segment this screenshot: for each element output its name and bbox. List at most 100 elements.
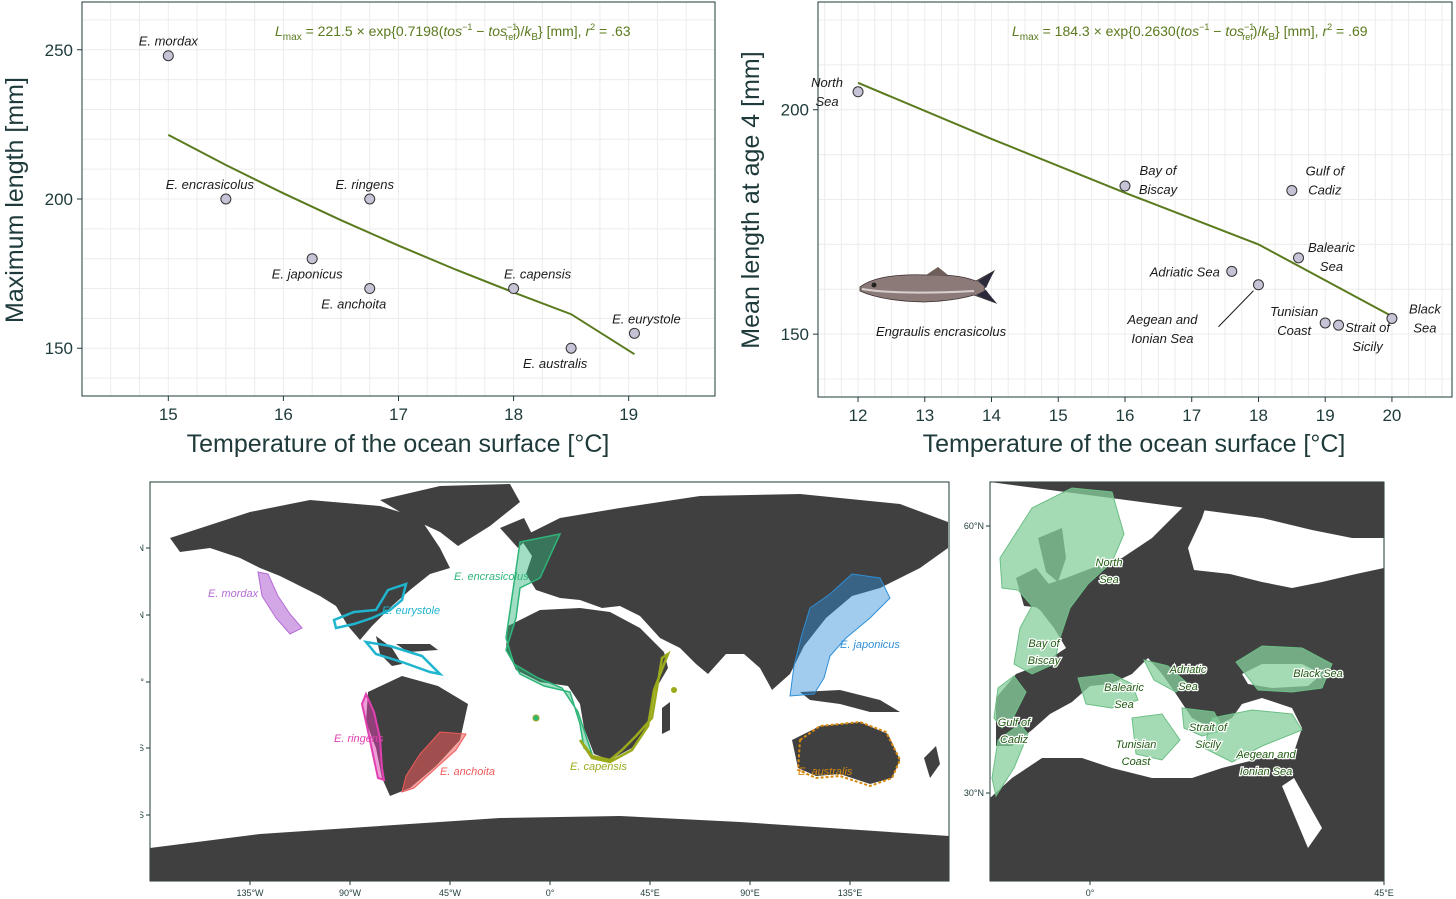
y-tick-label: 150 <box>781 325 809 344</box>
x-tick-label: 13 <box>915 406 934 425</box>
data-point-label: Black Sea <box>1409 301 1442 335</box>
x-tick-label: 12 <box>849 406 868 425</box>
label-ringens: E. ringens <box>334 733 384 745</box>
grid <box>818 2 1452 397</box>
lon-tick-label: 90°E <box>740 888 760 898</box>
lon-tick-label: 90°W <box>339 888 362 898</box>
x-tick-label: 20 <box>1382 406 1401 425</box>
x-tick-label: 19 <box>1316 406 1335 425</box>
map-axis-ticks: 60°N 30°N 0° 45°E <box>964 521 1394 898</box>
data-point <box>220 193 232 205</box>
fish-caption: Engraulis encrasicolus <box>876 324 1007 339</box>
y-axis-title: Maximum length [mm] <box>1 77 29 323</box>
plot-frame <box>817 1 1453 398</box>
label-strait-of-sicily: Strait of Sicily <box>1189 722 1228 751</box>
lat-tick-label: 30°N <box>140 610 144 620</box>
label-north-sea: North Sea <box>1096 557 1123 586</box>
label-japonicus: E. japonicus <box>840 639 900 651</box>
data-point <box>508 283 520 295</box>
label-capensis: E. capensis <box>570 761 627 773</box>
data-point-label: North Sea <box>811 75 843 109</box>
x-tick-label: 15 <box>1049 406 1068 425</box>
lat-tick-label: 60°S <box>140 810 144 820</box>
data-point <box>1226 265 1238 277</box>
label-gulf-of-cadiz: Gulf of Cadiz <box>998 717 1031 746</box>
label-balearic-sea: Balearic Sea <box>1104 682 1144 711</box>
x-tick-label: 17 <box>1182 406 1201 425</box>
range-encrasicolus <box>505 532 594 757</box>
label-eurystole: E. eurystole <box>382 605 440 617</box>
anchovy-fish-illustration <box>859 267 998 304</box>
data-point-label: E. encrasicolus <box>166 177 255 192</box>
range-capensis <box>578 650 671 764</box>
data-point <box>1286 185 1298 197</box>
anchovy-regions <box>991 487 1333 798</box>
data-point <box>364 283 376 295</box>
formula: Lmax = 221.5 × exp{0.7198(tos−1 − tos−1 r… <box>275 22 631 43</box>
lat-tick-label: 0° <box>140 677 144 687</box>
data-point-label: E. japonicus <box>272 267 343 282</box>
label-mordax: E. mordax <box>208 588 259 600</box>
data-point-label: Strait of Sicily <box>1345 320 1391 354</box>
fit-line <box>857 81 1393 318</box>
x-tick-label: 17 <box>389 405 408 424</box>
lon-tick-label: 135°E <box>838 888 863 898</box>
x-tick-label: 19 <box>619 405 638 424</box>
data-point <box>306 253 318 265</box>
map-axis-ticks: 60°N 30°N 0° 30°S 60°S 135°W 90°W 45°W 0° 45°E 90°… <box>140 543 862 898</box>
lat-tick-label: 30°S <box>140 743 144 753</box>
lon-tick-label: 45°E <box>1374 888 1394 898</box>
fit-line <box>167 133 635 356</box>
label-bay-of-biscay: Bay of Biscay <box>1028 638 1062 667</box>
data-point <box>565 342 577 354</box>
data-point-label: Gulf of Cadiz <box>1306 164 1346 198</box>
data-points: North Sea Bay of Biscay Gulf of Cadiz Balearic… <box>811 75 1442 354</box>
x-axis-title: Temperature of the ocean surface [°C] <box>923 430 1346 458</box>
lat-tick-label: 60°N <box>964 521 984 531</box>
x-tick-label: 18 <box>504 405 523 424</box>
data-point <box>852 86 864 98</box>
data-point-label: E. capensis <box>504 267 572 282</box>
range-mordax <box>257 571 303 635</box>
age4-length-chart: 12 13 14 15 16 17 18 19 20 150 200 Engraulis encra… <box>737 1 1453 458</box>
data-point <box>628 327 640 339</box>
x-tick-label: 14 <box>982 406 1001 425</box>
range-eurystole <box>332 582 444 677</box>
y-tick-label: 250 <box>45 41 73 60</box>
lon-tick-label: 45°W <box>439 888 462 898</box>
max-length-chart: 15 16 17 18 19 150 200 250 E. mordax E. encrasic… <box>1 1 716 458</box>
axis-ticks: 12 13 14 15 16 17 18 19 20 150 200 <box>781 101 1402 425</box>
lon-tick-label: 45°E <box>640 888 660 898</box>
species-ranges <box>257 532 902 793</box>
y-axis-title: Mean length at age 4 [mm] <box>737 51 765 348</box>
lon-tick-label: 0° <box>546 888 555 898</box>
label-anchoita: E. anchoita <box>440 766 495 778</box>
grid <box>81 2 716 396</box>
data-point-label: E. mordax <box>139 34 199 49</box>
data-point-label: E. eurystole <box>612 311 681 326</box>
label-tunisian-coast: Tunisian Coast <box>1116 739 1157 768</box>
data-point-label: Bay of Biscay <box>1139 163 1179 197</box>
world-map: 60°N 30°N 0° 30°S 60°S 135°W 90°W 45°W 0° 45°E 90°… <box>140 481 950 898</box>
formula: Lmax = 184.3 × exp{0.2630(tos−1 − tos−1 r… <box>1012 22 1368 43</box>
range-capensis-islet-1 <box>532 714 540 722</box>
range-australis <box>796 720 902 788</box>
x-axis-title: Temperature of the ocean surface [°C] <box>187 430 610 458</box>
y-tick-label: 200 <box>781 101 809 120</box>
data-point <box>1252 279 1264 291</box>
data-point-label: Aegean and Ionian Sea <box>1126 312 1198 346</box>
label-black-sea: Black Sea <box>1293 668 1343 680</box>
data-point <box>162 50 174 62</box>
europe-map: 60°N 30°N 0° 45°E North Sea Bay of Biscay Gul… <box>964 481 1394 898</box>
x-tick-label: 18 <box>1249 406 1268 425</box>
data-point <box>1333 319 1345 331</box>
label-adriatic-sea: Adriatic Sea <box>1169 664 1207 693</box>
x-tick-label: 15 <box>159 405 178 424</box>
range-ringens <box>360 691 386 782</box>
lon-tick-label: 135°W <box>236 888 264 898</box>
data-point <box>1293 252 1305 264</box>
axis-ticks: 15 16 17 18 19 150 200 250 <box>45 41 639 424</box>
lon-tick-label: 0° <box>1086 888 1095 898</box>
data-point <box>1386 312 1398 324</box>
data-points: E. mordax E. encrasicolus E. japonicus E. r… <box>139 34 681 372</box>
